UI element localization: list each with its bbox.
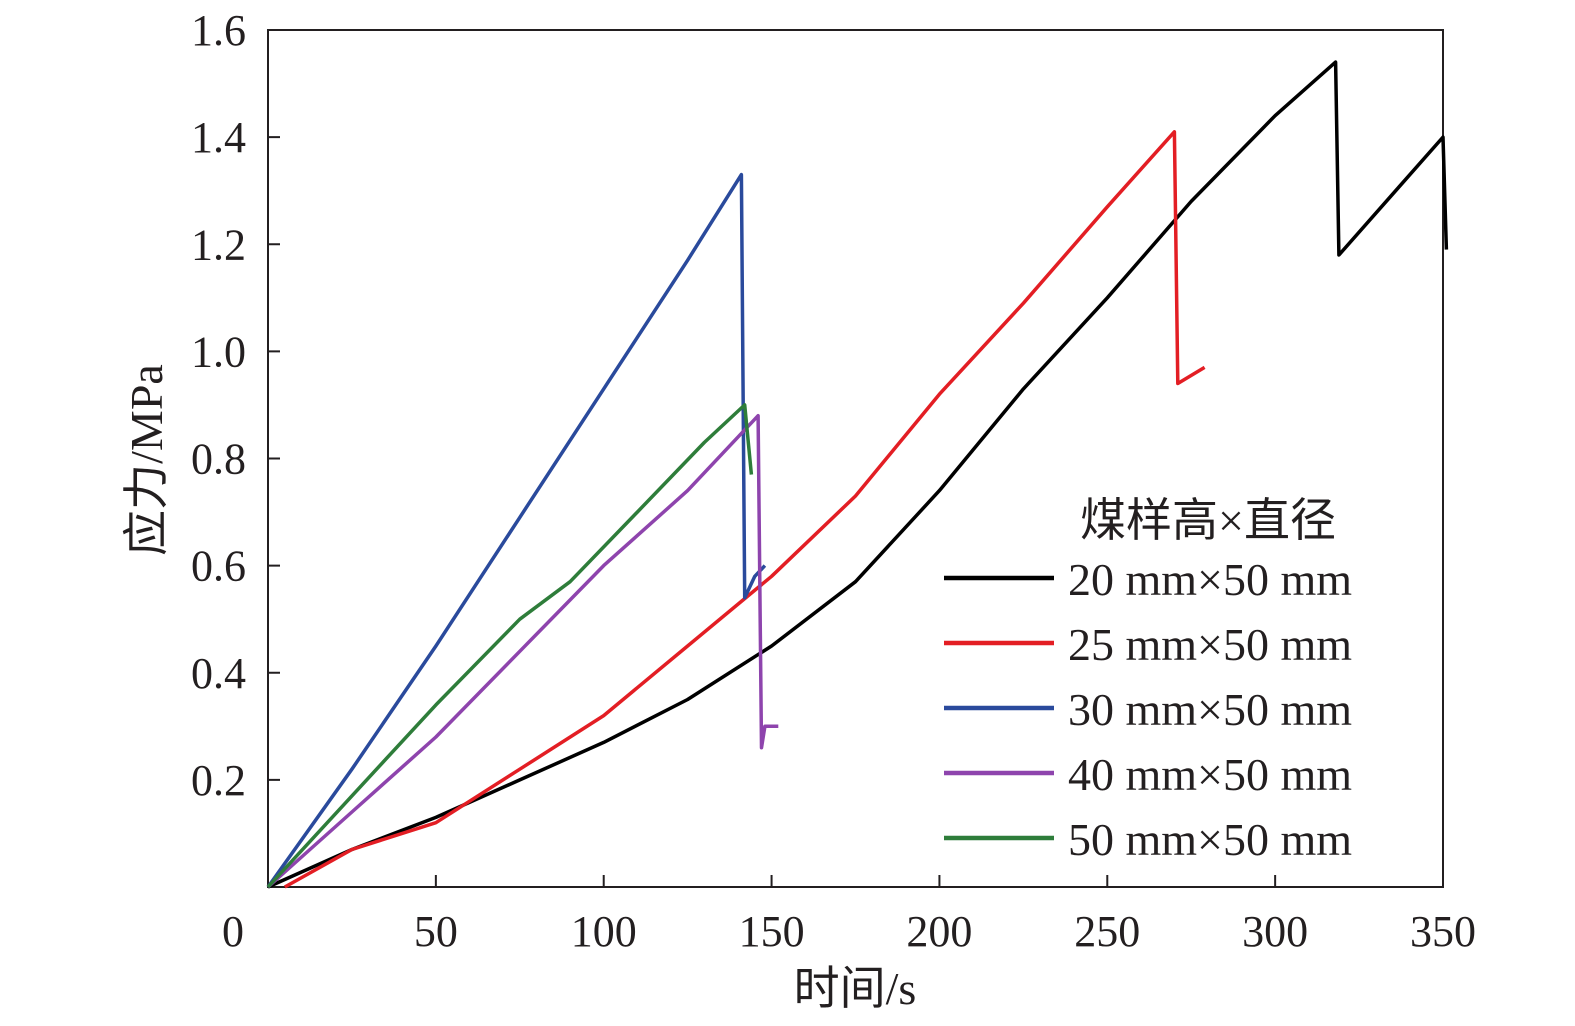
series-line-1 — [267, 60, 1449, 889]
x-tick-label: 50 — [414, 907, 458, 956]
y-tick-label: 0.6 — [191, 542, 246, 591]
y-tick-label: 1.2 — [191, 220, 246, 269]
x-axis-ticks: 0 50 100 150 200 250 300 350 — [222, 875, 1476, 956]
series-lines — [266, 60, 1449, 889]
series-line-2 — [283, 130, 1206, 889]
y-tick-label: 0.8 — [191, 435, 246, 484]
legend: 煤样高×直径 20 mm×50 mm 25 mm×50 mm 30 mm×50 mm… — [944, 495, 1352, 865]
legend-label-4: 40 mm×50 mm — [1068, 749, 1352, 800]
y-axis-ticks: 0.2 0.4 0.6 0.8 1.0 1.2 1.4 1.6 — [191, 6, 280, 805]
x-axis-title: 时间/s — [794, 963, 917, 1014]
x-tick-label: 150 — [739, 907, 805, 956]
legend-label-1: 20 mm×50 mm — [1068, 554, 1352, 605]
x-tick-label: 250 — [1074, 907, 1140, 956]
x-tick-label: 100 — [571, 907, 637, 956]
y-tick-label: 0.2 — [191, 756, 246, 805]
y-tick-label: 1.4 — [191, 113, 246, 162]
legend-label-5: 50 mm×50 mm — [1068, 814, 1352, 865]
y-tick-label: 1.6 — [191, 6, 246, 55]
series-line-5 — [266, 403, 754, 889]
x-tick-label: 300 — [1242, 907, 1308, 956]
series-line-4 — [266, 413, 779, 889]
legend-title: 煤样高×直径 — [1080, 495, 1336, 546]
series-line-3 — [266, 172, 767, 889]
x-tick-label: 200 — [906, 907, 972, 956]
legend-label-2: 25 mm×50 mm — [1068, 619, 1352, 670]
y-tick-label: 1.0 — [191, 327, 246, 376]
x-tick-label: 350 — [1410, 907, 1476, 956]
y-tick-label: 0.4 — [191, 649, 246, 698]
legend-label-3: 30 mm×50 mm — [1068, 684, 1352, 735]
x-tick-label: 0 — [222, 907, 244, 956]
y-axis-title: 应力/MPa — [121, 364, 172, 556]
